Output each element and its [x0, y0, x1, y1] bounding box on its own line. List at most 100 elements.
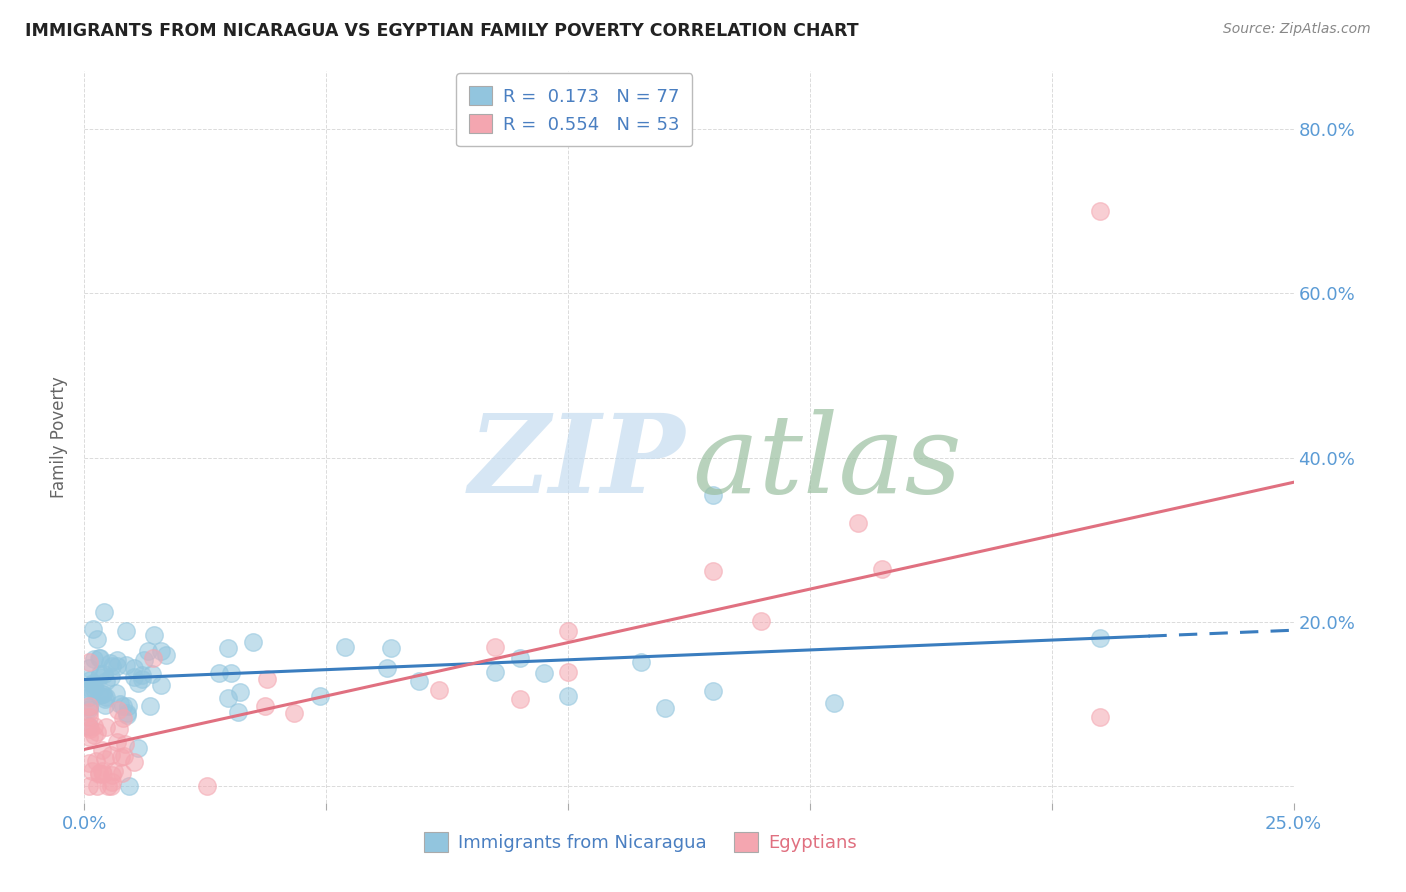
- Point: [1088, 632, 1111, 646]
- Point: [131, 667, 153, 681]
- Point: [86, 725, 108, 739]
- Point: [557, 689, 579, 703]
- Point: [114, 624, 136, 639]
- Point: [630, 655, 652, 669]
- Point: [195, 780, 218, 794]
- Point: [150, 678, 173, 692]
- Point: [702, 683, 724, 698]
- Point: [253, 699, 276, 714]
- Point: [1088, 204, 1111, 219]
- Point: [83, 719, 105, 733]
- Point: [93, 752, 115, 766]
- Point: [115, 706, 138, 721]
- Point: [77, 702, 100, 716]
- Point: [77, 710, 100, 724]
- Point: [101, 659, 124, 673]
- Point: [484, 665, 506, 680]
- Point: [101, 767, 124, 781]
- Point: [143, 628, 166, 642]
- Legend: Immigrants from Nicaragua, Egyptians: Immigrants from Nicaragua, Egyptians: [416, 825, 865, 860]
- Point: [127, 741, 149, 756]
- Point: [94, 692, 117, 706]
- Point: [91, 767, 114, 781]
- Text: Source: ZipAtlas.com: Source: ZipAtlas.com: [1223, 22, 1371, 37]
- Point: [86, 632, 108, 647]
- Point: [100, 780, 122, 794]
- Point: [823, 696, 845, 710]
- Point: [94, 690, 117, 704]
- Point: [139, 699, 162, 714]
- Point: [702, 487, 724, 501]
- Point: [122, 661, 145, 675]
- Point: [89, 666, 111, 681]
- Point: [872, 562, 894, 576]
- Point: [111, 698, 134, 713]
- Point: [105, 659, 128, 673]
- Point: [83, 678, 105, 692]
- Point: [110, 750, 132, 764]
- Point: [94, 674, 117, 689]
- Point: [1088, 709, 1111, 723]
- Point: [79, 723, 101, 737]
- Point: [122, 670, 145, 684]
- Point: [96, 720, 118, 734]
- Point: [77, 730, 100, 744]
- Point: [94, 698, 117, 712]
- Point: [84, 754, 107, 768]
- Point: [77, 681, 100, 696]
- Point: [654, 701, 676, 715]
- Point: [108, 697, 131, 711]
- Point: [87, 651, 110, 665]
- Point: [77, 720, 100, 734]
- Point: [83, 652, 105, 666]
- Y-axis label: Family Poverty: Family Poverty: [51, 376, 69, 498]
- Point: [111, 766, 134, 780]
- Point: [82, 764, 104, 779]
- Text: IMMIGRANTS FROM NICARAGUA VS EGYPTIAN FAMILY POVERTY CORRELATION CHART: IMMIGRANTS FROM NICARAGUA VS EGYPTIAN FA…: [25, 22, 859, 40]
- Point: [93, 605, 115, 619]
- Point: [117, 698, 139, 713]
- Point: [89, 650, 111, 665]
- Point: [408, 673, 430, 688]
- Point: [77, 705, 100, 719]
- Point: [105, 652, 128, 666]
- Point: [509, 692, 531, 706]
- Point: [105, 686, 128, 700]
- Point: [91, 764, 114, 779]
- Point: [122, 755, 145, 769]
- Point: [136, 644, 159, 658]
- Point: [93, 667, 115, 681]
- Point: [77, 655, 100, 669]
- Point: [91, 687, 114, 701]
- Point: [217, 641, 239, 656]
- Point: [509, 650, 531, 665]
- Point: [107, 703, 129, 717]
- Point: [77, 756, 100, 770]
- Point: [533, 665, 555, 680]
- Point: [846, 516, 869, 530]
- Point: [226, 705, 249, 719]
- Point: [557, 665, 579, 679]
- Point: [100, 670, 122, 684]
- Point: [217, 690, 239, 705]
- Point: [702, 564, 724, 578]
- Point: [131, 672, 153, 686]
- Point: [115, 708, 138, 723]
- Point: [101, 774, 124, 789]
- Point: [114, 657, 136, 672]
- Text: ZIP: ZIP: [468, 409, 685, 516]
- Point: [77, 690, 100, 704]
- Point: [77, 699, 100, 714]
- Point: [100, 748, 122, 763]
- Point: [427, 683, 450, 698]
- Point: [87, 767, 110, 781]
- Point: [103, 764, 125, 778]
- Point: [256, 672, 278, 686]
- Point: [118, 780, 141, 794]
- Point: [107, 722, 129, 736]
- Point: [91, 688, 114, 702]
- Point: [90, 742, 112, 756]
- Point: [86, 780, 108, 794]
- Point: [83, 728, 105, 742]
- Point: [77, 683, 100, 698]
